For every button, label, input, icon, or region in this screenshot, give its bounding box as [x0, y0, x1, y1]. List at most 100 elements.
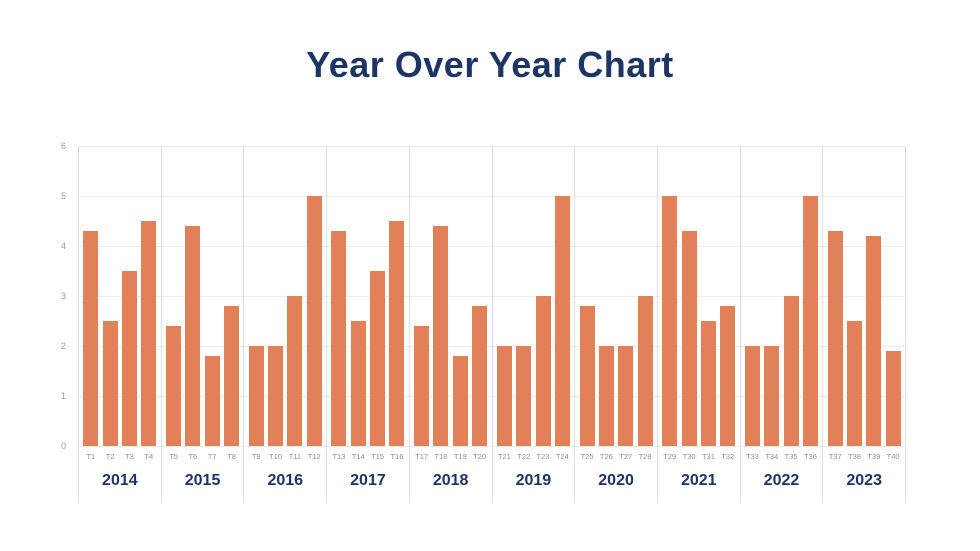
bars-row	[741, 146, 823, 446]
bar-label-T38: T38	[848, 452, 861, 461]
year-group-2022: T33 T34 T35 T36 2022	[739, 146, 823, 503]
bar-label-T4: T4	[144, 452, 154, 461]
bars-row	[162, 146, 244, 446]
bar-label-T36: T36	[803, 452, 817, 461]
year-label-2022: 2022	[763, 472, 800, 489]
year-label-2018: 2018	[432, 472, 469, 489]
bar-T20	[472, 306, 488, 446]
chart-title: Year Over Year Chart	[306, 44, 674, 85]
bar-T27	[618, 346, 634, 446]
year-label-2016: 2016	[267, 472, 304, 489]
bars-row	[493, 146, 575, 446]
bar-label-T11: T11	[288, 452, 302, 461]
bar-chart-plot: T1 T2 T3 T4 2014 T5 T6 T7 T8 2015 T9 T10 T11 T12 2016 T…	[78, 146, 907, 503]
bar-labels-row: T37 T38 T39 T40	[823, 452, 905, 461]
bar-T2	[102, 321, 118, 446]
y-axis-tick-label: 3	[60, 291, 66, 301]
bars-row	[658, 146, 740, 446]
bar-label-T23: T23	[536, 452, 550, 461]
bar-T18	[433, 226, 449, 446]
bar-label-T22: T22	[517, 452, 531, 461]
bar-T16	[389, 221, 405, 446]
year-label-2019: 2019	[515, 472, 552, 489]
year-group-2019: T21 T22 T23 T24 2019	[491, 146, 575, 503]
bar-T22	[516, 346, 532, 446]
y-axis: 0 1 2 3 4 5 6	[40, 141, 70, 451]
bar-labels-row: T13 T14 T15 T16	[327, 452, 409, 461]
bar-label-T26: T26	[599, 452, 613, 461]
bar-T11	[287, 296, 303, 446]
bar-label-T37: T37	[828, 452, 842, 461]
bar-label-T2: T2	[105, 452, 115, 461]
bar-label-T24: T24	[555, 452, 569, 461]
bar-label-T9: T9	[251, 452, 261, 461]
year-label-2021: 2021	[680, 472, 717, 489]
year-group-2020: T25 T26 T27 T28 2020	[574, 146, 657, 503]
bar-label-T14: T14	[351, 452, 365, 461]
bar-labels-row: T9 T10 T11 T12	[244, 452, 326, 461]
bar-label-T18: T18	[434, 452, 448, 461]
bar-label-T8: T8	[227, 452, 236, 461]
bar-T40	[885, 351, 901, 446]
year-label-2014: 2014	[102, 472, 138, 489]
bar-label-T12: T12	[307, 452, 321, 461]
bar-T17	[414, 326, 430, 446]
year-group-2017: T13 T14 T15 T16 2017	[326, 146, 409, 503]
bar-label-T10: T10	[269, 452, 283, 461]
y-axis-tick-label: 6	[60, 141, 66, 151]
bar-label-T21: T21	[497, 452, 511, 461]
bar-label-T32: T32	[721, 452, 735, 461]
bar-T36	[802, 196, 818, 446]
bar-T31	[700, 321, 716, 446]
bar-T34	[764, 346, 780, 446]
bar-T30	[681, 231, 697, 446]
y-axis-tick-label: 1	[60, 391, 66, 401]
bar-T3	[121, 271, 137, 446]
year-group-2018: T17 T18 T19 T20 2018	[408, 146, 492, 503]
bar-label-T1: T1	[86, 452, 96, 461]
bar-T1	[83, 231, 99, 446]
bar-T5	[166, 326, 182, 446]
bar-label-T19: T19	[453, 452, 467, 461]
bar-T12	[306, 196, 322, 446]
bar-T38	[846, 321, 862, 446]
y-axis-tick-label: 0	[60, 441, 66, 451]
bar-label-T13: T13	[332, 452, 346, 461]
bar-labels-row: T33 T34 T35 T36	[741, 452, 823, 461]
bar-T39	[866, 236, 882, 446]
bar-labels-row: T29 T30 T31 T32	[658, 452, 740, 461]
bar-labels-row: T17 T18 T19 T20	[410, 452, 492, 461]
bar-label-T5: T5	[169, 452, 178, 461]
bar-T19	[452, 356, 468, 446]
bar-label-T28: T28	[638, 452, 652, 461]
bar-label-T29: T29	[663, 452, 677, 461]
bar-T21	[496, 346, 512, 446]
bar-label-T7: T7	[207, 452, 217, 461]
bar-T7	[204, 356, 220, 446]
bar-T29	[662, 196, 678, 446]
bar-labels-row: T21 T22 T23 T24	[493, 452, 575, 461]
bar-labels-row: T5 T6 T7 T8	[162, 452, 244, 461]
bar-label-T27: T27	[619, 452, 633, 461]
y-axis-tick-label: 4	[60, 241, 66, 251]
bar-label-T34: T34	[765, 452, 779, 461]
bar-label-T16: T16	[390, 452, 404, 461]
bar-label-T3: T3	[125, 452, 134, 461]
year-group-2016: T9 T10 T11 T12 2016	[243, 146, 326, 503]
bar-T26	[598, 346, 614, 446]
bar-T28	[637, 296, 653, 446]
bar-T14	[350, 321, 366, 446]
bar-T13	[331, 231, 347, 446]
bar-label-T17: T17	[415, 452, 429, 461]
bar-label-T30: T30	[682, 452, 696, 461]
bars-row	[575, 146, 657, 446]
bar-T24	[554, 196, 570, 446]
bar-label-T6: T6	[188, 452, 198, 461]
year-label-2023: 2023	[846, 472, 882, 489]
bars-row	[327, 146, 409, 446]
bar-label-T31: T31	[701, 452, 715, 461]
bar-T35	[783, 296, 799, 446]
bars-row	[410, 146, 492, 446]
bar-T4	[141, 221, 157, 446]
